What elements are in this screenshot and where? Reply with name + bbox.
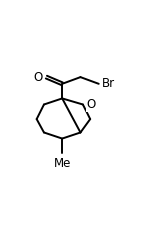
- Text: Me: Me: [54, 157, 71, 170]
- Text: O: O: [87, 98, 96, 111]
- Text: O: O: [33, 71, 43, 84]
- Text: Br: Br: [102, 77, 116, 90]
